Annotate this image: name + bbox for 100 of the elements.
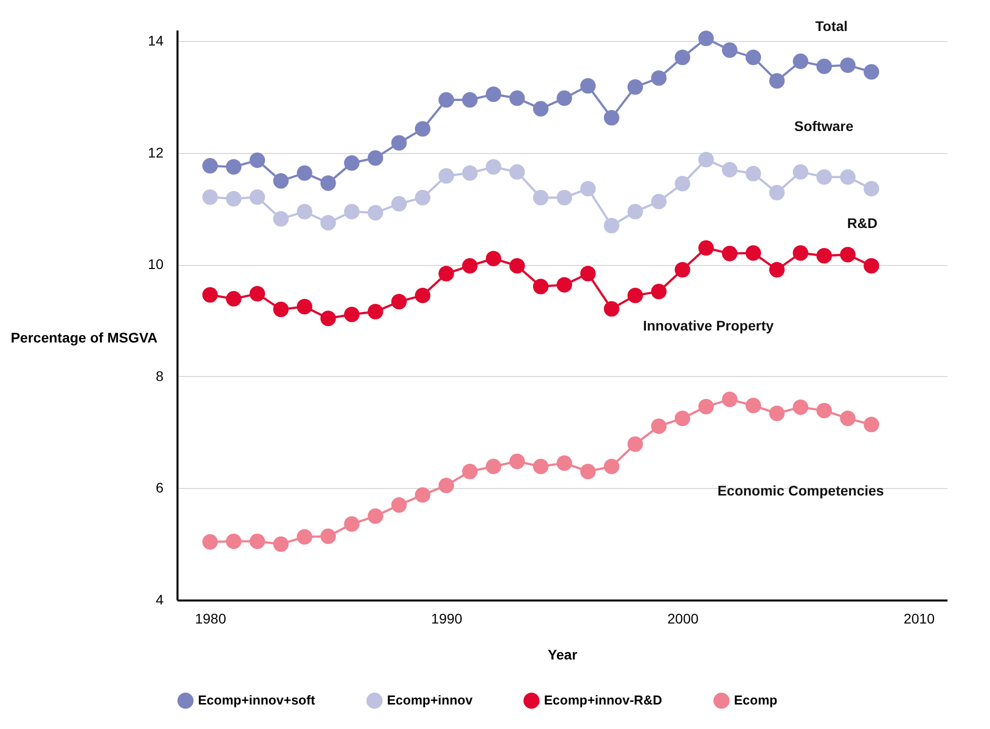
- point: [296, 165, 312, 181]
- point: [486, 250, 502, 266]
- point: [604, 458, 620, 474]
- point: [202, 287, 218, 303]
- point: [674, 176, 690, 192]
- point: [792, 54, 808, 70]
- point: [627, 79, 643, 95]
- point: [674, 262, 690, 278]
- point: [840, 57, 856, 73]
- point: [202, 534, 218, 550]
- point: [296, 298, 312, 314]
- point: [320, 310, 336, 326]
- point: [604, 110, 620, 126]
- point: [344, 516, 360, 532]
- point: [698, 398, 714, 414]
- legend-label: Ecomp+innov+soft: [198, 692, 316, 708]
- point: [368, 205, 384, 220]
- point: [344, 306, 360, 322]
- point: [226, 191, 242, 206]
- point: [368, 508, 384, 524]
- point: [816, 169, 832, 185]
- point: [816, 58, 832, 74]
- y-tick-label: 14: [148, 32, 164, 49]
- point: [792, 399, 808, 415]
- x-tick-label: 1990: [431, 610, 463, 626]
- point: [722, 392, 738, 408]
- point: [202, 189, 218, 205]
- point: [438, 266, 454, 282]
- point: [792, 245, 808, 261]
- point: [368, 304, 384, 320]
- point: [769, 262, 785, 278]
- point: [769, 73, 785, 89]
- point: [627, 204, 643, 220]
- point: [296, 204, 312, 220]
- point: [698, 30, 714, 46]
- point: [604, 301, 620, 317]
- point: [580, 464, 596, 480]
- point: [627, 436, 643, 452]
- point: [580, 180, 596, 196]
- point: [864, 416, 880, 432]
- point: [864, 258, 880, 274]
- point: [722, 42, 738, 58]
- point: [226, 159, 242, 175]
- point: [556, 190, 572, 206]
- point: [580, 78, 596, 94]
- point: [414, 190, 430, 206]
- point: [438, 168, 454, 184]
- point: [651, 284, 667, 300]
- y-tick-label: 4: [156, 592, 164, 608]
- point: [674, 410, 690, 426]
- point: [580, 266, 596, 282]
- point: [273, 211, 289, 227]
- point: [391, 497, 407, 513]
- legend-label: Ecomp+innov: [387, 692, 474, 708]
- y-tick-label: 10: [148, 256, 164, 272]
- point: [486, 159, 502, 175]
- x-tick-label: 2010: [904, 610, 935, 626]
- point: [273, 302, 289, 318]
- annotation: Economic Competencies: [717, 482, 884, 499]
- point: [273, 173, 289, 189]
- point: [769, 184, 785, 200]
- annotation: R&D: [847, 214, 878, 231]
- point: [509, 454, 525, 470]
- point: [816, 402, 832, 418]
- y-tick-label: 12: [148, 144, 164, 160]
- point: [391, 135, 407, 151]
- x-tick-label: 1980: [194, 610, 226, 626]
- legend-label: Ecomp+innov-R&D: [544, 692, 662, 708]
- annotation: Innovative Property: [642, 317, 774, 334]
- point: [320, 528, 336, 544]
- point: [604, 218, 620, 234]
- point: [509, 90, 525, 106]
- point: [840, 246, 856, 262]
- legend-label: Ecomp: [734, 692, 778, 708]
- point: [486, 86, 502, 102]
- point: [651, 418, 667, 434]
- point: [462, 258, 478, 274]
- point: [250, 286, 266, 302]
- point: [627, 288, 643, 304]
- y-tick-label: 6: [156, 480, 164, 496]
- point: [746, 245, 762, 261]
- point: [414, 288, 430, 304]
- point: [864, 64, 880, 80]
- point: [864, 180, 880, 196]
- x-tick-label: 2000: [667, 610, 699, 626]
- point: [651, 194, 667, 210]
- point: [414, 121, 430, 137]
- point: [698, 152, 714, 168]
- point: [532, 278, 548, 294]
- point: [462, 92, 478, 108]
- point: [722, 162, 738, 178]
- point: [698, 240, 714, 256]
- point: [391, 294, 407, 310]
- point: [462, 464, 478, 480]
- point: [320, 215, 336, 231]
- point: [556, 455, 572, 471]
- point: [746, 398, 762, 414]
- x-axis-title: Year: [548, 646, 578, 662]
- point: [344, 155, 360, 171]
- point: [746, 166, 762, 182]
